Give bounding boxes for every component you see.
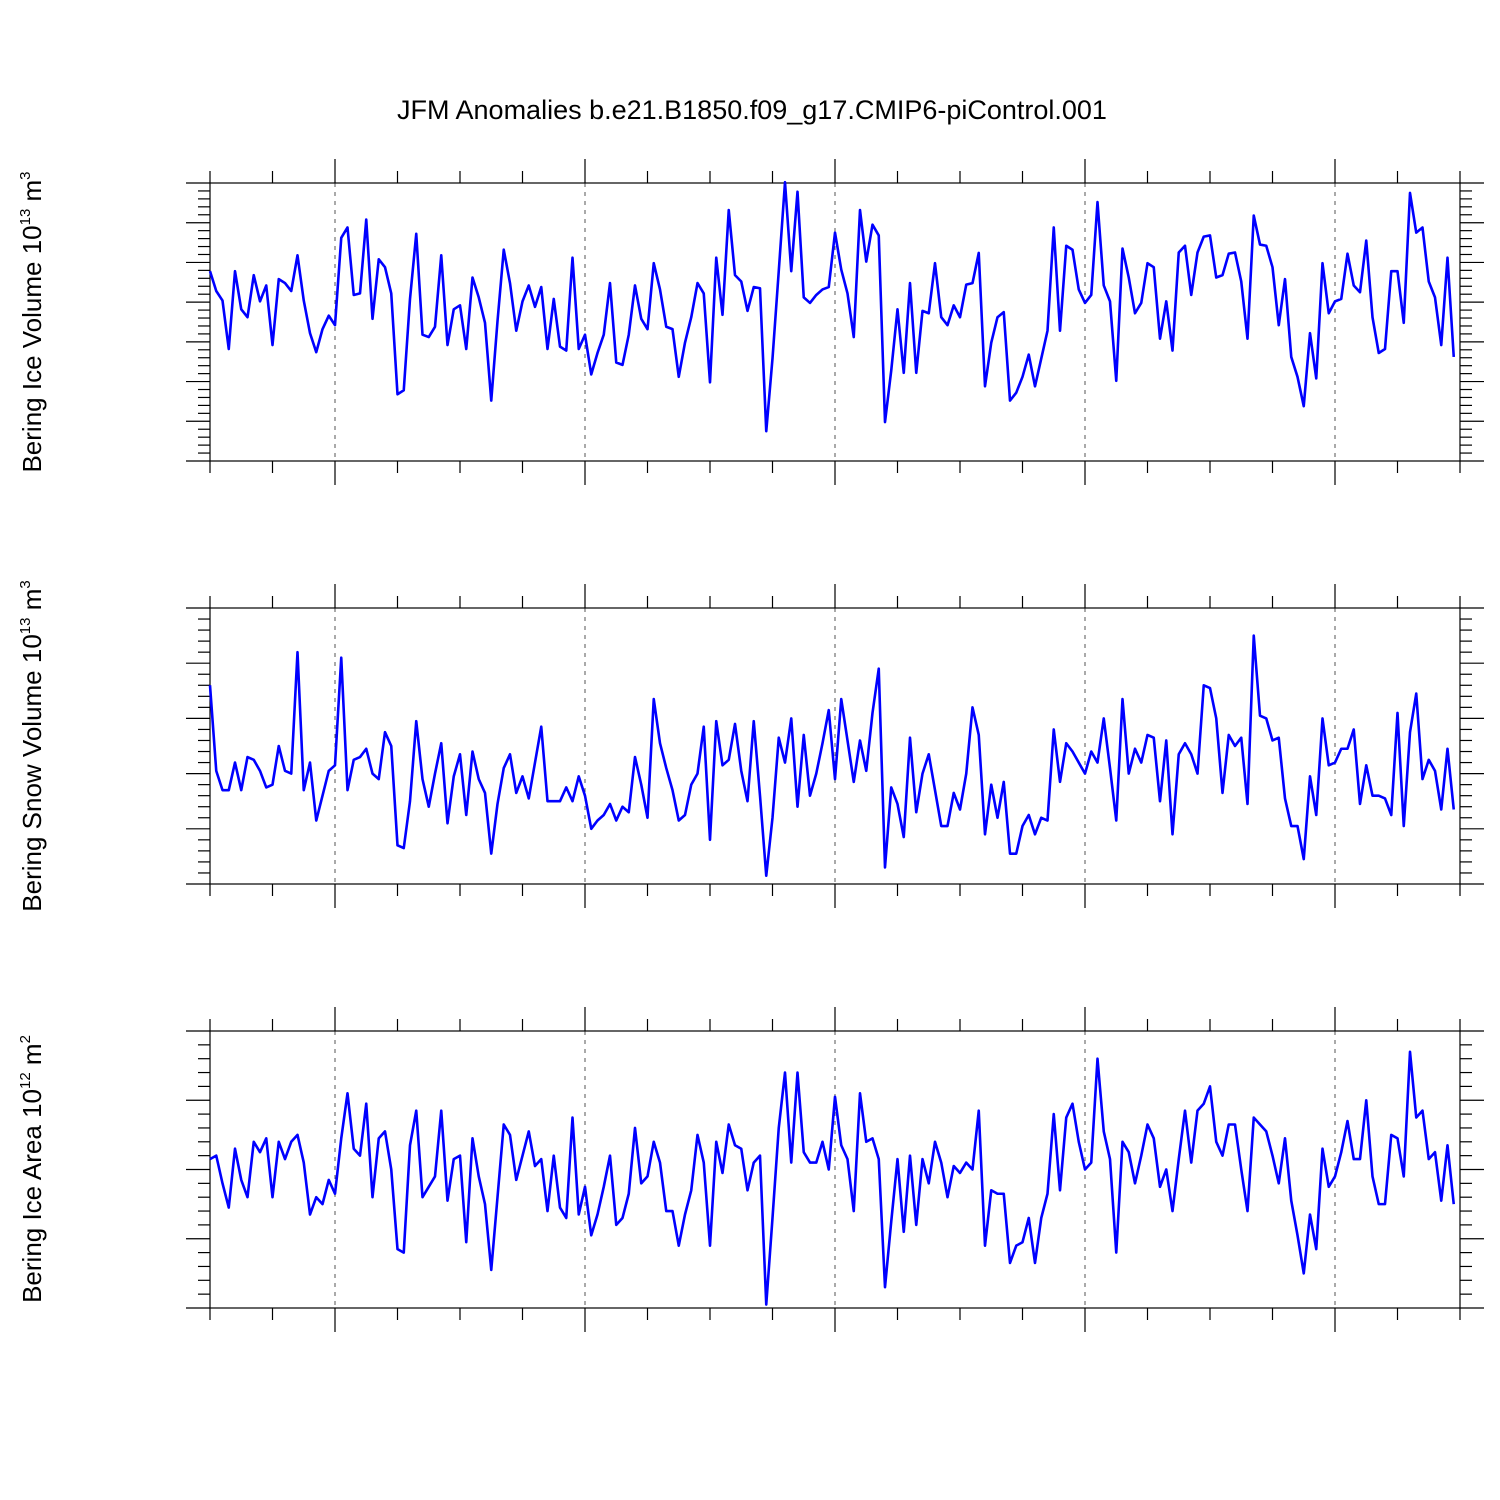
y-axis-label-main: Bering Ice Area 10 (17, 1089, 47, 1303)
y-axis-label-unit-exponent: 3 (17, 171, 34, 179)
data-series-line (208, 634, 1456, 878)
panel-2: Bering Snow Volume 1013 m3 (17, 580, 1484, 912)
y-axis-label-unit: m (17, 589, 47, 618)
chart-title: JFM Anomalies b.e21.B1850.f09_g17.CMIP6-… (397, 95, 1107, 125)
data-series-line (209, 1050, 1456, 1306)
y-axis-label: Bering Snow Volume 1013 m3 (17, 580, 47, 911)
y-axis-label-unit: m (17, 180, 47, 209)
y-axis-label: Bering Ice Volume 1013 m3 (17, 171, 47, 472)
y-axis-label-exponent: 13 (17, 618, 34, 635)
y-axis-label-unit-exponent: 2 (17, 1035, 34, 1043)
y-axis-label-exponent: 13 (17, 209, 34, 226)
y-axis-label-exponent: 12 (17, 1072, 34, 1089)
y-axis-label-main: Bering Snow Volume 10 (17, 634, 47, 912)
panel-3: Bering Ice Area 1012 m2 (17, 1007, 1484, 1332)
y-axis-label-main: Bering Ice Volume 10 (17, 225, 47, 472)
y-axis-label-unit: m (17, 1043, 47, 1072)
y-axis-label-unit-exponent: 3 (17, 580, 34, 588)
y-axis-label: Bering Ice Area 1012 m2 (17, 1035, 47, 1303)
data-series-line (208, 180, 1456, 433)
panel-1: Bering Ice Volume 1013 m3 (17, 159, 1484, 485)
